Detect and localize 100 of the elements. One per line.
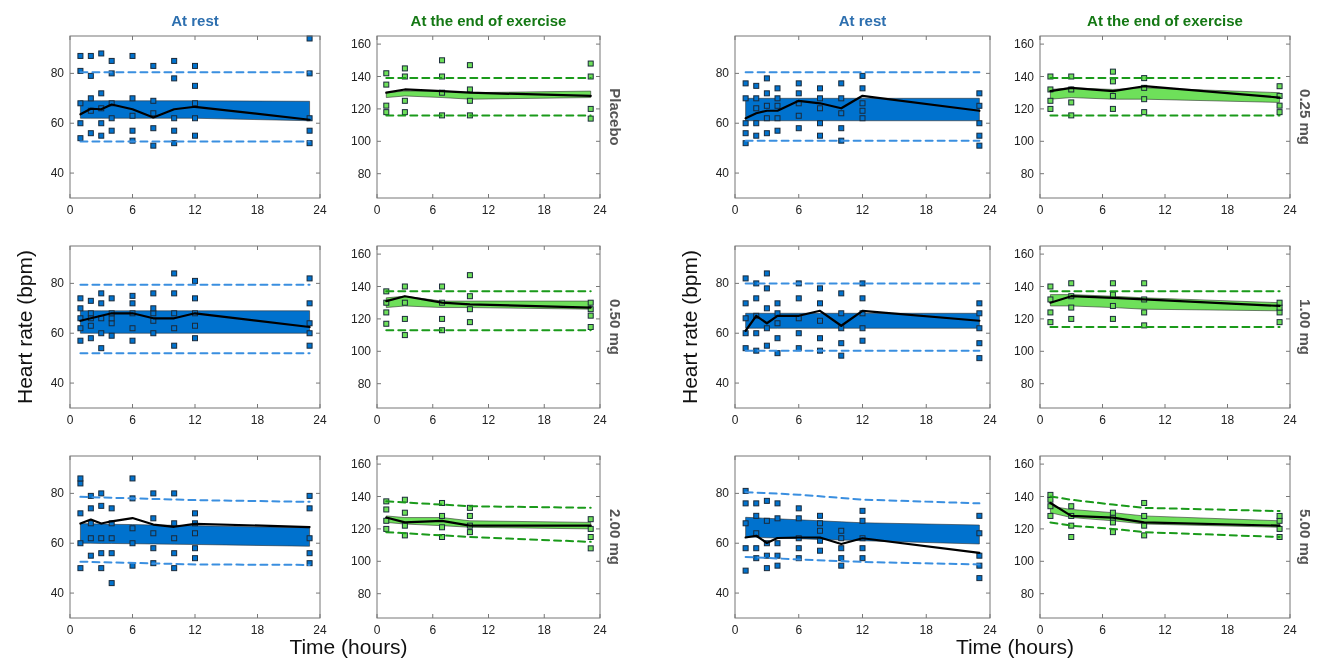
chart-title: At the end of exercise [410,12,567,29]
y-tick-label: 40 [50,166,65,181]
x-tick-label: 24 [983,413,997,427]
x-tick-label: 6 [129,203,137,217]
y-tick-label: 80 [1020,376,1035,391]
x-tick-label: 24 [1283,623,1297,637]
y-tick-label: 160 [1013,37,1035,52]
chart-title: At rest [171,12,219,29]
y-tick-label: 140 [350,489,372,504]
chart-title: At the end of exercise [1087,12,1243,29]
y-tick-label: 80 [357,376,372,391]
y-tick-label: 80 [1020,586,1035,601]
x-tick-label: 0 [373,203,381,217]
x-tick-label: 12 [855,623,870,637]
x-tick-label: 0 [1036,203,1044,217]
x-tick-label: 6 [795,413,803,427]
y-tick-label: 100 [350,344,372,359]
x-tick-label: 18 [537,623,552,637]
y-tick-label: 40 [715,586,730,601]
y-tick-label: 120 [1013,311,1035,326]
y-tick-label: 80 [50,276,65,291]
y-axis-title: Heart rate (bpm) [13,249,36,405]
x-tick-label: 24 [313,413,327,427]
y2-axis-title: Placebo [607,88,624,146]
x-tick-label: 12 [855,203,870,217]
y-tick-label: 160 [1013,247,1035,262]
x-tick-label: 12 [1158,623,1172,637]
x-tick-label: 12 [188,203,202,217]
x-tick-label: 18 [250,203,265,217]
x-tick-label: 18 [537,413,552,427]
y-tick-label: 40 [50,586,65,601]
y2-axis-title: 2.00 mg [607,509,624,565]
x-axis-title: Time (hours) [289,635,408,658]
x-tick-label: 6 [429,413,437,427]
y-tick-label: 140 [350,69,372,84]
y-tick-label: 100 [1013,554,1035,569]
y2-axis-title: 0.50 mg [607,299,624,355]
y-tick-label: 160 [350,457,372,472]
y-tick-label: 40 [715,166,730,181]
y-tick-label: 100 [1013,134,1035,149]
x-tick-label: 24 [593,203,607,217]
y-tick-label: 80 [50,66,65,81]
y2-axis-title: 0.25 mg [1297,89,1314,145]
x-tick-label: 6 [1099,203,1107,217]
y-tick-label: 120 [350,521,372,536]
x-tick-label: 0 [66,203,74,217]
y-tick-label: 160 [350,37,372,52]
x-tick-label: 12 [855,413,870,427]
x-tick-label: 6 [429,203,437,217]
y-tick-label: 80 [357,586,372,601]
x-tick-label: 24 [1283,203,1297,217]
x-axis-title: Time (hours) [955,635,1075,658]
x-tick-label: 18 [919,203,934,217]
x-tick-label: 12 [1158,413,1172,427]
x-tick-label: 6 [1099,623,1107,637]
y-tick-label: 120 [350,101,372,116]
x-tick-label: 24 [313,203,327,217]
y-tick-label: 160 [350,247,372,262]
y2-axis-title: 1.00 mg [1297,299,1314,355]
x-tick-label: 18 [919,623,934,637]
y-tick-label: 140 [1013,279,1035,294]
x-tick-label: 12 [481,413,496,427]
x-tick-label: 0 [66,623,74,637]
x-tick-label: 18 [250,623,265,637]
x-tick-label: 6 [129,413,137,427]
x-tick-label: 12 [481,623,496,637]
y2-axis-title: 5.00 mg [1297,509,1314,565]
y-tick-label: 80 [1020,166,1035,181]
x-tick-label: 6 [429,623,437,637]
y-tick-label: 60 [50,116,65,131]
y-tick-label: 80 [715,486,730,501]
x-tick-label: 0 [731,413,739,427]
y-tick-label: 100 [350,554,372,569]
y-axis-title: Heart rate (bpm) [678,249,701,405]
y-tick-label: 60 [50,326,65,341]
x-tick-label: 18 [1220,623,1235,637]
x-tick-label: 0 [66,413,74,427]
x-tick-label: 6 [795,623,803,637]
y-tick-label: 160 [1013,457,1035,472]
x-tick-label: 24 [1283,413,1297,427]
y-tick-label: 60 [715,116,730,131]
x-tick-label: 12 [481,203,496,217]
y-tick-label: 80 [357,166,372,181]
x-tick-label: 18 [1220,413,1235,427]
x-tick-label: 12 [1158,203,1172,217]
x-tick-label: 24 [593,623,607,637]
x-tick-label: 24 [593,413,607,427]
y-tick-label: 140 [1013,489,1035,504]
y-tick-label: 120 [1013,101,1035,116]
x-tick-label: 0 [731,203,739,217]
x-tick-label: 24 [983,203,997,217]
x-tick-label: 24 [313,623,327,637]
y-tick-label: 40 [715,376,730,391]
x-tick-label: 12 [188,623,202,637]
x-tick-label: 6 [129,623,137,637]
x-tick-label: 0 [373,623,381,637]
x-tick-label: 6 [795,203,803,217]
y-tick-label: 40 [50,376,65,391]
y-tick-label: 120 [350,311,372,326]
x-tick-label: 0 [1036,623,1044,637]
